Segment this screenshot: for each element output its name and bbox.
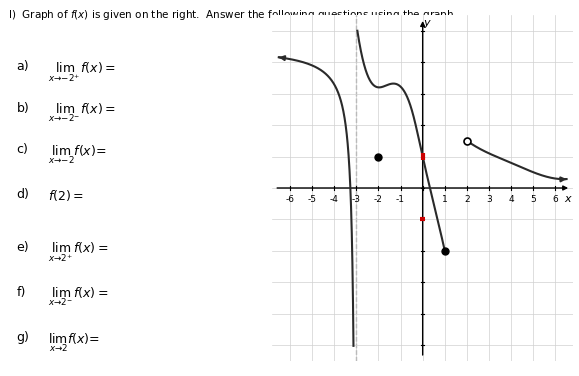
- Text: d): d): [16, 188, 30, 201]
- Text: $\lim_{x \to 2^+} f(x) =$: $\lim_{x \to 2^+} f(x) =$: [49, 241, 109, 264]
- Text: b): b): [16, 102, 29, 115]
- Text: f): f): [16, 286, 26, 299]
- Text: 5: 5: [530, 196, 536, 205]
- Text: x: x: [565, 194, 571, 204]
- Text: a): a): [16, 60, 29, 73]
- Text: 3: 3: [486, 196, 492, 205]
- Text: -3: -3: [352, 196, 361, 205]
- Text: e): e): [16, 241, 29, 254]
- Text: 6: 6: [552, 196, 558, 205]
- Text: $\lim_{x \to 2^-} f(x) =$: $\lim_{x \to 2^-} f(x) =$: [49, 286, 109, 308]
- Text: 4: 4: [508, 196, 514, 205]
- Text: 2: 2: [464, 196, 470, 205]
- Text: $\lim_{x \to -2^-} f(x) =$: $\lim_{x \to -2^-} f(x) =$: [49, 102, 116, 124]
- Text: 1: 1: [442, 196, 448, 205]
- Text: -2: -2: [374, 196, 383, 205]
- Text: -1: -1: [396, 196, 405, 205]
- Text: $f(2) =$: $f(2) =$: [49, 188, 84, 203]
- Text: c): c): [16, 143, 28, 156]
- Text: -5: -5: [307, 196, 317, 205]
- Text: -4: -4: [329, 196, 339, 205]
- Text: -6: -6: [285, 196, 294, 205]
- Text: I)  Graph of $f(x)$ is given on the right.  Answer the following questions using: I) Graph of $f(x)$ is given on the right…: [9, 8, 457, 21]
- Text: $\lim_{x \to -2^+} f(x) =$: $\lim_{x \to -2^+} f(x) =$: [49, 60, 116, 84]
- Text: $\lim_{x \to -2} f(x) =$: $\lim_{x \to -2} f(x) =$: [49, 143, 107, 165]
- Text: y: y: [423, 18, 430, 28]
- Text: g): g): [16, 331, 30, 344]
- Text: $\lim_{x \to 2} f(x) =$: $\lim_{x \to 2} f(x) =$: [49, 331, 100, 353]
